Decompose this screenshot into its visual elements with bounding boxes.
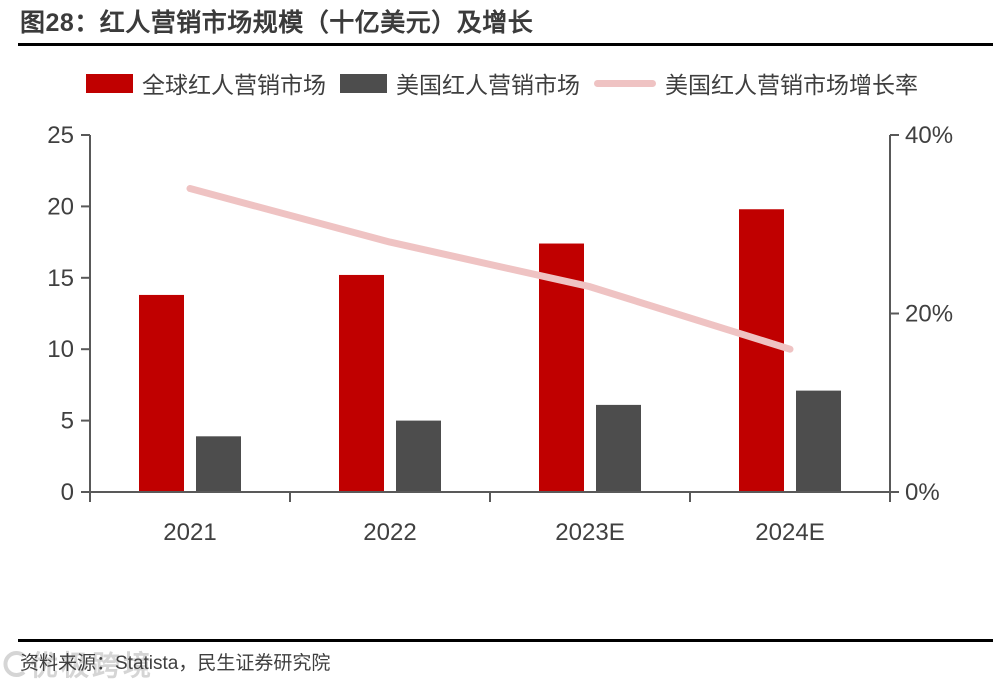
bar-global-2021 <box>139 294 184 492</box>
title-divider <box>18 43 993 46</box>
watermark: 优极跨境 <box>2 644 154 684</box>
x-axis-category-label: 2022 <box>363 519 416 546</box>
left-axis-tick-label: 25 <box>47 122 74 149</box>
right-axis-tick-label: 20% <box>905 301 953 328</box>
left-axis-tick-label: 15 <box>47 265 74 292</box>
x-axis-category-label: 2021 <box>163 519 216 546</box>
legend-swatch-us-bar-icon <box>340 73 387 93</box>
chart-plot-area: 0 5 10 15 20 25 0% 20% 40% 2021 2022 2023E 2024E <box>47 122 953 546</box>
bar-us-2021 <box>196 436 241 492</box>
legend-label-us-market: 美国红人营销市场 <box>396 72 580 98</box>
legend-label-global-market: 全球红人营销市场 <box>142 72 326 98</box>
left-axis-tick-label: 0 <box>61 479 74 506</box>
chart-title-text: 图28：红人营销市场规模（十亿美元）及增长 <box>20 9 534 37</box>
bar-global-2022 <box>339 274 384 492</box>
left-axis-tick-label: 10 <box>47 336 74 363</box>
bar-global-2024E <box>739 209 784 493</box>
legend-item-us-growth-rate: 美国红人营销市场增长率 <box>594 66 918 100</box>
watermark-text: 优极跨境 <box>30 650 155 681</box>
x-axis-category-label: 2024E <box>755 519 824 546</box>
legend-label-us-growth-rate: 美国红人营销市场增长率 <box>665 72 918 98</box>
left-axis-tick-label: 5 <box>61 408 74 435</box>
chart-title: 图28：红人营销市场规模（十亿美元）及增长 <box>20 6 993 40</box>
footer-divider <box>18 639 993 642</box>
bar-us-2023E <box>596 404 641 492</box>
legend-item-us-market: 美国红人营销市场 <box>340 66 580 100</box>
right-axis-tick-label: 0% <box>905 479 940 506</box>
left-axis-tick-label: 20 <box>47 193 74 220</box>
source-note: 资料来源：Statista，民生证券研究院 <box>20 653 331 674</box>
right-axis-tick-label: 40% <box>905 122 953 149</box>
chart-legend: 全球红人营销市场 美国红人营销市场 美国红人营销市场增长率 <box>0 66 1004 100</box>
bar-us-2022 <box>396 420 441 492</box>
legend-item-global-market: 全球红人营销市场 <box>86 66 326 100</box>
legend-swatch-growth-line-icon <box>594 79 656 87</box>
x-axis-category-label: 2023E <box>555 519 624 546</box>
watermark-logo-icon <box>3 651 26 677</box>
growth-rate-line <box>186 185 794 353</box>
legend-swatch-global-bar-icon <box>86 73 133 93</box>
bar-us-2024E <box>796 390 841 492</box>
